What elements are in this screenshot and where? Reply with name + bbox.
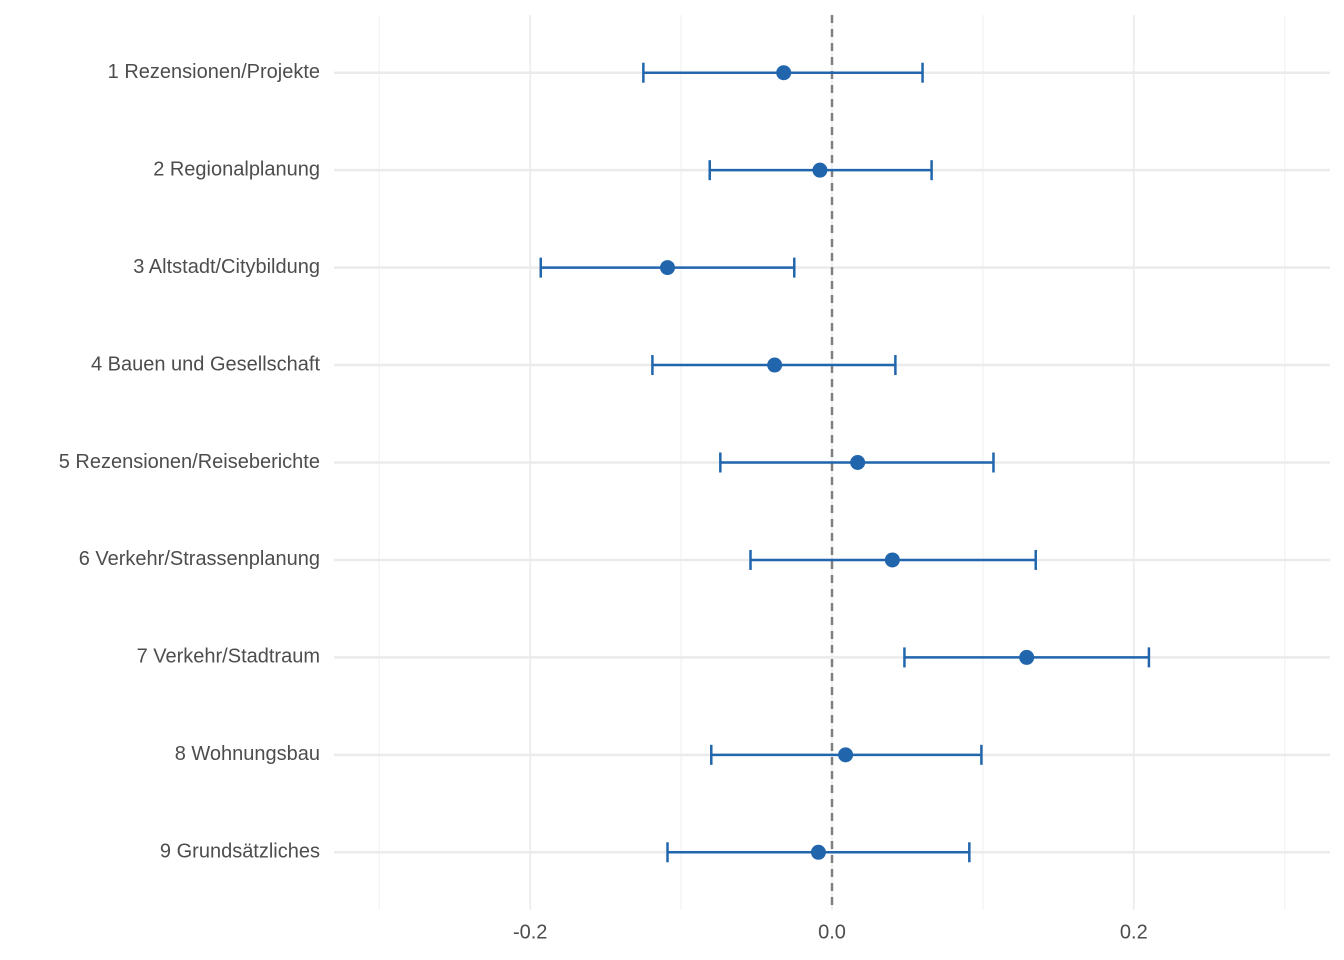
- point: [812, 162, 828, 178]
- point: [838, 747, 854, 763]
- point: [884, 552, 900, 568]
- y-tick-label: 7 Verkehr/Stadtraum: [137, 646, 320, 668]
- y-tick-label: 3 Altstadt/Citybildung: [133, 256, 320, 278]
- y-tick-label: 2 Regionalplanung: [153, 158, 320, 180]
- point: [850, 455, 866, 470]
- point: [767, 357, 783, 373]
- x-tick-label: 0.0: [818, 921, 846, 943]
- y-tick-label: 5 Rezensionen/Reiseberichte: [59, 451, 320, 473]
- y-tick-label: 1 Rezensionen/Projekte: [108, 61, 320, 83]
- point: [810, 844, 826, 860]
- point: [660, 260, 676, 276]
- point: [1019, 649, 1035, 665]
- y-tick-label: 9 Grundsätzliches: [160, 841, 320, 863]
- y-tick-label: 4 Bauen und Gesellschaft: [91, 353, 320, 375]
- x-tick-label: 0.2: [1120, 921, 1148, 943]
- y-tick-label: 6 Verkehr/Strassenplanung: [79, 548, 320, 570]
- point: [776, 65, 792, 81]
- x-tick-label: -0.2: [513, 921, 547, 943]
- y-tick-label: 8 Wohnungsbau: [175, 743, 320, 765]
